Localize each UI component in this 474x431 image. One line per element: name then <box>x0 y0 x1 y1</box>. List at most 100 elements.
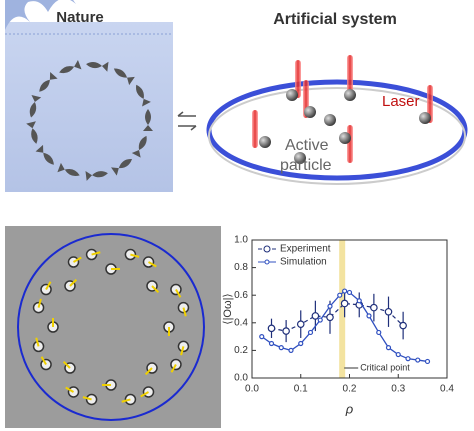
particle <box>286 89 298 101</box>
particle-label: particle <box>280 157 332 174</box>
micrograph <box>5 226 221 428</box>
data-point <box>259 334 265 340</box>
y-tick-label: 0.8 <box>234 262 248 273</box>
micro-particles <box>32 248 190 406</box>
fish <box>35 144 54 165</box>
data-point <box>311 312 320 320</box>
velocity-arrow <box>91 251 101 256</box>
velocity-arrow <box>175 288 182 298</box>
x-axis-label: ρ <box>345 401 354 416</box>
data-point <box>405 356 411 362</box>
velocity-arrow <box>82 396 92 401</box>
velocity-arrow <box>148 261 157 268</box>
fish <box>26 121 38 144</box>
velocity-arrow <box>72 256 82 263</box>
y-tick-label: 1.0 <box>234 235 248 246</box>
data-point <box>298 340 304 347</box>
particle <box>259 136 271 148</box>
data-point <box>346 289 353 296</box>
data-point <box>317 317 323 323</box>
velocity-arrow <box>121 398 131 403</box>
data-point <box>395 351 401 358</box>
particle <box>324 114 336 126</box>
annotation: Critical point <box>360 362 410 372</box>
fish <box>39 71 58 92</box>
velocity-arrow <box>182 307 187 317</box>
legend-marker <box>263 245 271 253</box>
legend-marker <box>264 259 270 265</box>
nature-title: Nature <box>56 9 104 26</box>
data-point <box>370 303 378 312</box>
data-point <box>340 299 349 308</box>
velocity-arrow <box>45 281 52 291</box>
laser <box>347 125 353 163</box>
arena <box>206 79 468 181</box>
velocity-arrow <box>35 337 40 347</box>
data-point <box>376 329 382 336</box>
velocity-arrow <box>37 298 42 308</box>
data-point <box>399 321 407 330</box>
fish <box>59 59 82 74</box>
chart: 0.0 0.1 0.2 0.3 0.4 0.0 0.2 0.4 0.6 0.8 1.0 ρ ⟨|Oω|⟩… <box>222 235 454 417</box>
data-point <box>296 320 305 328</box>
data-point <box>415 357 421 363</box>
velocity-arrow <box>180 346 185 356</box>
data-point <box>366 313 372 319</box>
data-point <box>307 329 314 336</box>
fish <box>29 94 42 118</box>
velocity-arrow <box>62 360 71 369</box>
legend-label: Experiment <box>280 244 331 255</box>
exchange-arrows <box>177 111 197 131</box>
y-tick-label: 0.6 <box>234 290 248 301</box>
x-tick-label: 0.2 <box>343 384 357 395</box>
data-point <box>342 288 348 294</box>
velocity-arrow <box>140 391 149 398</box>
laser <box>295 60 301 98</box>
velocity-arrow <box>130 253 140 258</box>
data-point <box>282 327 290 335</box>
x-tick-label: 0.3 <box>391 384 405 395</box>
velocity-arrow <box>170 363 177 373</box>
data-point <box>267 324 276 333</box>
data-point <box>288 347 294 353</box>
fish <box>86 61 109 72</box>
y-tick-label: 0.2 <box>234 345 248 356</box>
velocity-arrow <box>151 285 160 294</box>
fish <box>111 159 133 176</box>
laser <box>347 55 353 93</box>
data-point <box>326 313 334 322</box>
y-tick-label: 0.4 <box>234 317 248 328</box>
y-tick-label: 0.0 <box>234 373 248 384</box>
laser-label: Laser <box>382 93 420 110</box>
particle <box>304 106 316 118</box>
data-point <box>424 358 431 365</box>
critical-band <box>339 240 346 378</box>
waves <box>5 0 171 30</box>
water <box>5 22 173 192</box>
fish <box>57 162 80 177</box>
y-axis-label: ⟨|Oω|⟩ <box>222 293 234 324</box>
series-line <box>271 302 404 332</box>
particle <box>419 112 431 124</box>
particle <box>294 152 306 164</box>
data-point <box>278 345 284 351</box>
arena-boundary <box>17 233 205 421</box>
arena-shadow <box>208 87 466 185</box>
data-point <box>337 292 343 298</box>
x-tick-label: 0.1 <box>294 384 308 395</box>
fish-school <box>26 59 153 181</box>
x-tick-label: 0.0 <box>245 384 259 395</box>
x-tick-label: 0.4 <box>440 384 454 395</box>
velocity-arrow <box>65 386 75 393</box>
fish <box>143 109 153 131</box>
particle-label: Active <box>285 137 329 154</box>
fish <box>85 170 108 181</box>
velocity-arrow <box>40 356 47 366</box>
velocity-arrow <box>69 278 78 287</box>
velocity-arrow <box>144 367 153 376</box>
laser <box>252 110 258 148</box>
fish <box>131 135 147 158</box>
particle <box>344 89 356 101</box>
